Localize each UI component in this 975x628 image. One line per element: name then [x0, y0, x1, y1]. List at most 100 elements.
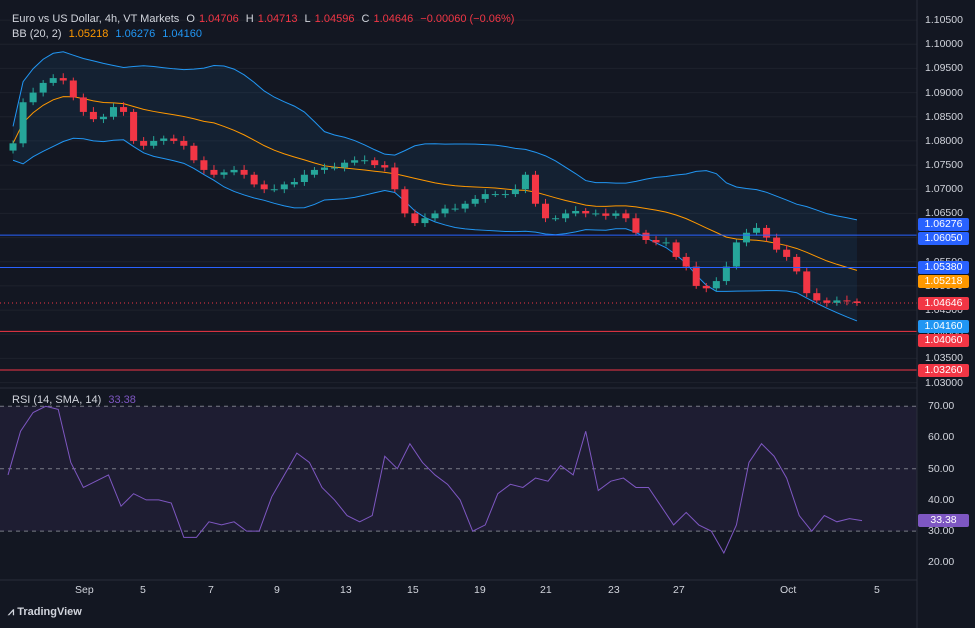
candle-body [652, 240, 660, 243]
candle-body [752, 227, 761, 233]
candle-body [441, 208, 449, 214]
price-axis-tick: 1.10000 [925, 38, 963, 51]
bb-basis-tag: 1.05218 [918, 275, 969, 289]
price-axis-tick: 1.03500 [925, 352, 963, 365]
bb-basis-line [12, 96, 858, 271]
time-axis-label: Sep [75, 584, 94, 596]
candle-body [109, 107, 118, 117]
candle-body [120, 107, 128, 112]
time-axis-label: 7 [208, 584, 214, 596]
time-axis-label: 5 [874, 584, 880, 596]
candle-body [692, 266, 700, 286]
candle-body [501, 194, 509, 196]
rsi-current-tag: 33.38 [918, 514, 969, 528]
candle-body [320, 167, 328, 170]
rsi-axis-tick: 50.00 [928, 462, 955, 475]
candle-body [331, 167, 339, 169]
tradingview-logo-text: TradingView [17, 606, 82, 618]
candle-body [662, 242, 670, 244]
candle-body [351, 160, 359, 163]
candle-body [230, 169, 238, 173]
symbol-title: Euro vs US Dollar, 4h, VT Markets [12, 13, 180, 25]
candle-body [803, 271, 811, 294]
candle-body [793, 256, 801, 272]
bb-basis-value: 1.05218 [68, 28, 109, 40]
candle-body [843, 300, 851, 302]
candle-body [180, 140, 188, 146]
time-axis-label: 9 [274, 584, 280, 596]
candle-body [300, 174, 308, 182]
candle-body [682, 256, 690, 267]
candlestick-series [9, 73, 861, 307]
price-axis-tick: 1.07000 [925, 183, 963, 196]
candle-body [612, 213, 620, 216]
candle-body [130, 111, 138, 141]
level-4-tag: 1.03260 [918, 363, 969, 377]
candle-body [371, 160, 379, 166]
level-2-tag: 1.05380 [918, 261, 969, 275]
rsi-legend[interactable]: RSI (14, SMA, 14) 33.38 [12, 394, 140, 406]
candle-body [742, 232, 750, 243]
bb-lower-line [12, 137, 858, 322]
candle-body [59, 78, 67, 81]
ohlc-high-label: H [245, 13, 254, 25]
time-axis-label: 23 [608, 584, 620, 596]
candle-body [290, 182, 298, 185]
rsi-value: 33.38 [108, 394, 136, 406]
candle-body [9, 143, 17, 151]
candle-body [270, 189, 278, 191]
candle-body [29, 92, 37, 103]
candle-body [411, 213, 419, 224]
price-axis-tick: 1.08500 [925, 110, 963, 123]
price-axis-tick: 1.03000 [925, 376, 963, 389]
candle-body [240, 169, 248, 175]
candle-body [642, 232, 650, 240]
price-axis-tick: 1.10500 [925, 14, 963, 27]
rsi-axis-tick: 40.00 [928, 493, 955, 506]
bb-legend[interactable]: BB (20, 2) 1.05218 1.06276 1.04160 [12, 28, 206, 40]
candle-body [431, 213, 439, 219]
symbol-legend[interactable]: Euro vs US Dollar, 4h, VT Markets O 1.047… [12, 13, 518, 25]
ohlc-open-value: 1.04706 [198, 13, 239, 25]
candle-body [542, 203, 550, 219]
rsi-line [7, 405, 863, 555]
candle-body [783, 249, 791, 257]
tradingview-logo-icon: ⩘ [8, 606, 18, 618]
candle-body [220, 172, 228, 175]
level-1-tag: 1.06050 [918, 231, 969, 245]
candle-body [712, 281, 720, 289]
candle-body [722, 266, 730, 282]
candle-body [773, 237, 781, 250]
bb-upper-value: 1.06276 [115, 28, 156, 40]
candle-body [763, 227, 771, 238]
candle-body [562, 213, 570, 219]
candle-body [190, 145, 198, 161]
rsi-pane [0, 405, 917, 555]
candle-body [592, 213, 600, 215]
candle-body [823, 300, 831, 303]
candle-body [381, 165, 389, 168]
candle-body [582, 211, 590, 214]
candle-body [471, 198, 479, 204]
tradingview-logo[interactable]: ⩘ TradingView [8, 606, 82, 619]
candle-body [39, 82, 47, 93]
bollinger-bands [12, 51, 858, 322]
candle-body [421, 218, 429, 224]
candle-body [49, 78, 57, 83]
candle-body [250, 174, 258, 185]
candle-body [150, 140, 158, 146]
horizontal-levels [0, 234, 917, 371]
price-axis-tick: 1.08000 [925, 134, 963, 147]
ohlc-high-value: 1.04713 [257, 13, 298, 25]
ohlc-open-label: O [186, 13, 195, 25]
candle-body [461, 203, 469, 209]
candle-body [361, 160, 369, 162]
price-change: −0.00060 (−0.06%) [420, 13, 515, 25]
candle-body [140, 140, 148, 146]
candle-body [572, 211, 580, 214]
candle-body [99, 116, 107, 120]
candle-body [260, 184, 268, 190]
rsi-axis-tick: 20.00 [928, 556, 955, 569]
candle-body [702, 285, 710, 289]
